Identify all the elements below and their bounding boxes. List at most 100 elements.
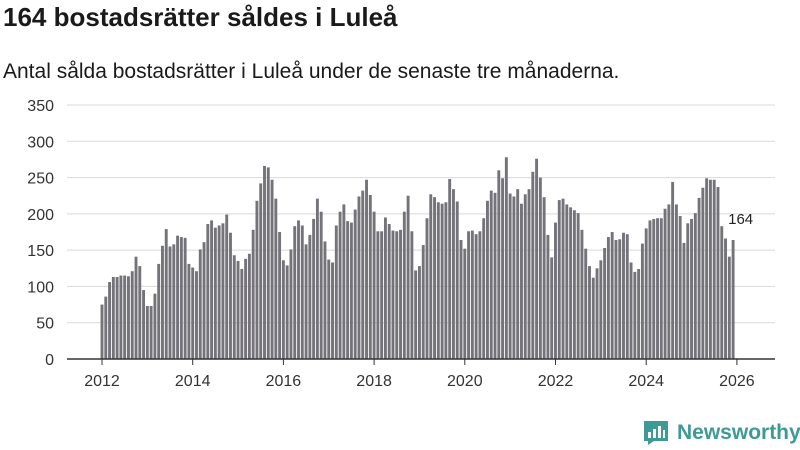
bar bbox=[115, 276, 119, 359]
bar bbox=[168, 246, 172, 359]
bar bbox=[474, 234, 478, 359]
bar bbox=[229, 232, 232, 359]
bar bbox=[436, 202, 440, 359]
bar bbox=[667, 204, 671, 359]
bar bbox=[376, 231, 380, 359]
bar bbox=[501, 178, 505, 359]
bar bbox=[591, 277, 595, 359]
bar bbox=[119, 275, 123, 359]
x-tick-label: 2012 bbox=[84, 373, 120, 390]
bar bbox=[130, 271, 134, 359]
x-tick-label: 2024 bbox=[628, 373, 664, 390]
bar bbox=[372, 211, 376, 359]
bar bbox=[297, 220, 300, 359]
bar bbox=[633, 271, 637, 359]
bar bbox=[504, 157, 508, 359]
bar bbox=[108, 282, 112, 359]
bar bbox=[323, 241, 327, 359]
bar bbox=[482, 218, 486, 359]
bar bbox=[206, 224, 210, 359]
bar bbox=[357, 196, 361, 359]
bar bbox=[134, 256, 138, 359]
bar bbox=[365, 179, 368, 359]
bar bbox=[402, 211, 406, 359]
y-tick-label: 100 bbox=[27, 279, 54, 296]
bar bbox=[244, 258, 248, 359]
bar bbox=[686, 223, 690, 359]
bar bbox=[240, 269, 244, 359]
bar bbox=[225, 214, 229, 359]
bar bbox=[315, 198, 319, 359]
bar bbox=[327, 259, 331, 359]
bar bbox=[712, 179, 716, 359]
bar bbox=[622, 232, 625, 359]
bar bbox=[603, 247, 607, 359]
bar bbox=[656, 218, 659, 359]
x-tick-label: 2022 bbox=[538, 373, 574, 390]
y-tick-label: 350 bbox=[27, 98, 54, 115]
bar bbox=[705, 178, 709, 359]
bar bbox=[251, 229, 255, 359]
bar bbox=[580, 229, 584, 359]
bar bbox=[572, 210, 576, 359]
bar bbox=[176, 235, 180, 359]
bar bbox=[701, 187, 705, 359]
bar bbox=[682, 242, 686, 359]
y-tick-label: 0 bbox=[45, 352, 54, 369]
bar-series bbox=[100, 157, 735, 359]
bar bbox=[274, 198, 278, 359]
bar bbox=[399, 229, 402, 359]
bar bbox=[183, 237, 187, 359]
bar bbox=[210, 220, 214, 359]
bar bbox=[191, 267, 195, 359]
bar bbox=[425, 218, 429, 359]
bar bbox=[720, 226, 724, 359]
bar bbox=[353, 209, 357, 359]
bar bbox=[708, 179, 712, 359]
y-tick-label: 300 bbox=[27, 134, 54, 151]
bar bbox=[417, 266, 421, 359]
bar bbox=[531, 171, 535, 359]
bar bbox=[463, 248, 467, 359]
bar bbox=[100, 304, 104, 359]
bar bbox=[334, 225, 338, 359]
bar bbox=[349, 222, 353, 359]
bar bbox=[285, 265, 289, 359]
bar bbox=[198, 249, 202, 359]
bar bbox=[697, 197, 701, 359]
bar bbox=[232, 255, 236, 359]
bar bbox=[606, 237, 610, 359]
x-tick-label: 2016 bbox=[266, 373, 302, 390]
x-tick-label: 2014 bbox=[175, 373, 211, 390]
bar bbox=[266, 167, 270, 359]
bar bbox=[414, 270, 418, 359]
bar bbox=[640, 243, 644, 359]
axes: 0 50 100 150 200 250 300 350 2012 2014 2016 2018 202… bbox=[27, 98, 775, 390]
brand-name: Newsworthy bbox=[677, 421, 800, 444]
bar bbox=[259, 183, 263, 359]
bar bbox=[625, 234, 629, 359]
bar bbox=[153, 293, 157, 359]
y-tick-label: 200 bbox=[27, 207, 54, 224]
newsworthy-logo-icon bbox=[644, 421, 668, 445]
bar bbox=[561, 198, 565, 359]
bar bbox=[444, 202, 448, 359]
bar bbox=[247, 253, 251, 359]
bar bbox=[406, 195, 410, 359]
x-tick-label: 2020 bbox=[447, 373, 483, 390]
bar bbox=[731, 239, 735, 359]
bar bbox=[595, 268, 599, 359]
bar bbox=[270, 179, 274, 359]
bar bbox=[470, 230, 474, 359]
bar bbox=[535, 158, 539, 359]
bar bbox=[410, 231, 414, 359]
bar bbox=[195, 271, 198, 359]
bar bbox=[459, 239, 463, 359]
bar bbox=[145, 306, 149, 359]
bar bbox=[693, 213, 697, 359]
bar bbox=[157, 263, 161, 359]
bar bbox=[671, 181, 675, 359]
bar bbox=[342, 204, 346, 359]
bar bbox=[520, 203, 523, 359]
